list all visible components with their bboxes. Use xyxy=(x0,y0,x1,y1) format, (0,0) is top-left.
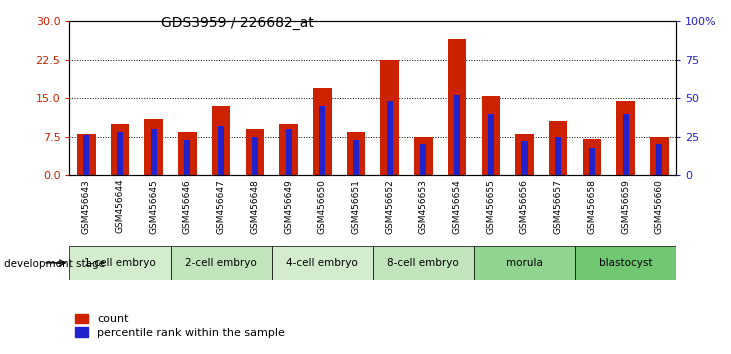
Bar xyxy=(448,39,466,175)
Text: GSM456649: GSM456649 xyxy=(284,179,293,234)
Bar xyxy=(83,135,89,175)
Bar xyxy=(184,140,191,175)
Text: 1-cell embryo: 1-cell embryo xyxy=(84,258,156,268)
Bar xyxy=(346,132,366,175)
Text: GSM456660: GSM456660 xyxy=(655,179,664,234)
Bar xyxy=(474,246,575,280)
Bar xyxy=(151,129,156,175)
Bar xyxy=(521,141,528,175)
Bar xyxy=(515,134,534,175)
Bar xyxy=(583,139,601,175)
Bar xyxy=(178,132,197,175)
Text: blastocyst: blastocyst xyxy=(599,258,652,268)
Bar xyxy=(589,148,595,175)
Text: GSM456655: GSM456655 xyxy=(486,179,496,234)
Bar xyxy=(251,137,258,175)
Bar xyxy=(319,106,325,175)
Text: GSM456648: GSM456648 xyxy=(250,179,260,234)
Text: 8-cell embryo: 8-cell embryo xyxy=(387,258,459,268)
Bar xyxy=(414,137,433,175)
Text: GSM456646: GSM456646 xyxy=(183,179,192,234)
Text: GSM456644: GSM456644 xyxy=(115,179,124,233)
Bar xyxy=(212,106,230,175)
Text: 4-cell embryo: 4-cell embryo xyxy=(287,258,358,268)
Bar xyxy=(454,95,460,175)
Bar xyxy=(313,88,332,175)
Bar xyxy=(420,144,426,175)
Text: 2-cell embryo: 2-cell embryo xyxy=(185,258,257,268)
Text: development stage: development stage xyxy=(4,259,105,269)
Text: GSM456659: GSM456659 xyxy=(621,179,630,234)
Bar xyxy=(373,246,474,280)
Bar xyxy=(170,246,272,280)
Text: GSM456651: GSM456651 xyxy=(352,179,360,234)
Text: GDS3959 / 226682_at: GDS3959 / 226682_at xyxy=(161,16,314,30)
Bar xyxy=(387,101,393,175)
Bar xyxy=(145,119,163,175)
Text: morula: morula xyxy=(506,258,543,268)
Legend: count, percentile rank within the sample: count, percentile rank within the sample xyxy=(75,314,285,338)
Text: GSM456654: GSM456654 xyxy=(452,179,461,234)
Text: GSM456658: GSM456658 xyxy=(588,179,596,234)
Bar xyxy=(650,137,669,175)
Bar xyxy=(656,144,662,175)
Text: GSM456643: GSM456643 xyxy=(82,179,91,234)
Bar xyxy=(623,114,629,175)
Bar xyxy=(279,124,298,175)
Text: GSM456650: GSM456650 xyxy=(318,179,327,234)
Bar xyxy=(555,137,561,175)
Bar xyxy=(272,246,373,280)
Bar xyxy=(69,246,170,280)
Text: GSM456656: GSM456656 xyxy=(520,179,529,234)
Bar xyxy=(575,246,676,280)
Bar xyxy=(380,60,399,175)
Bar xyxy=(616,101,635,175)
Bar xyxy=(110,124,129,175)
Bar xyxy=(353,140,359,175)
Text: GSM456645: GSM456645 xyxy=(149,179,158,234)
Bar xyxy=(246,129,264,175)
Bar xyxy=(117,132,123,175)
Bar xyxy=(286,129,292,175)
Bar xyxy=(482,96,500,175)
Bar xyxy=(488,114,494,175)
Bar xyxy=(218,126,224,175)
Text: GSM456652: GSM456652 xyxy=(385,179,394,234)
Text: GSM456657: GSM456657 xyxy=(553,179,563,234)
Bar xyxy=(77,134,96,175)
Text: GSM456653: GSM456653 xyxy=(419,179,428,234)
Bar xyxy=(549,121,567,175)
Text: GSM456647: GSM456647 xyxy=(216,179,226,234)
